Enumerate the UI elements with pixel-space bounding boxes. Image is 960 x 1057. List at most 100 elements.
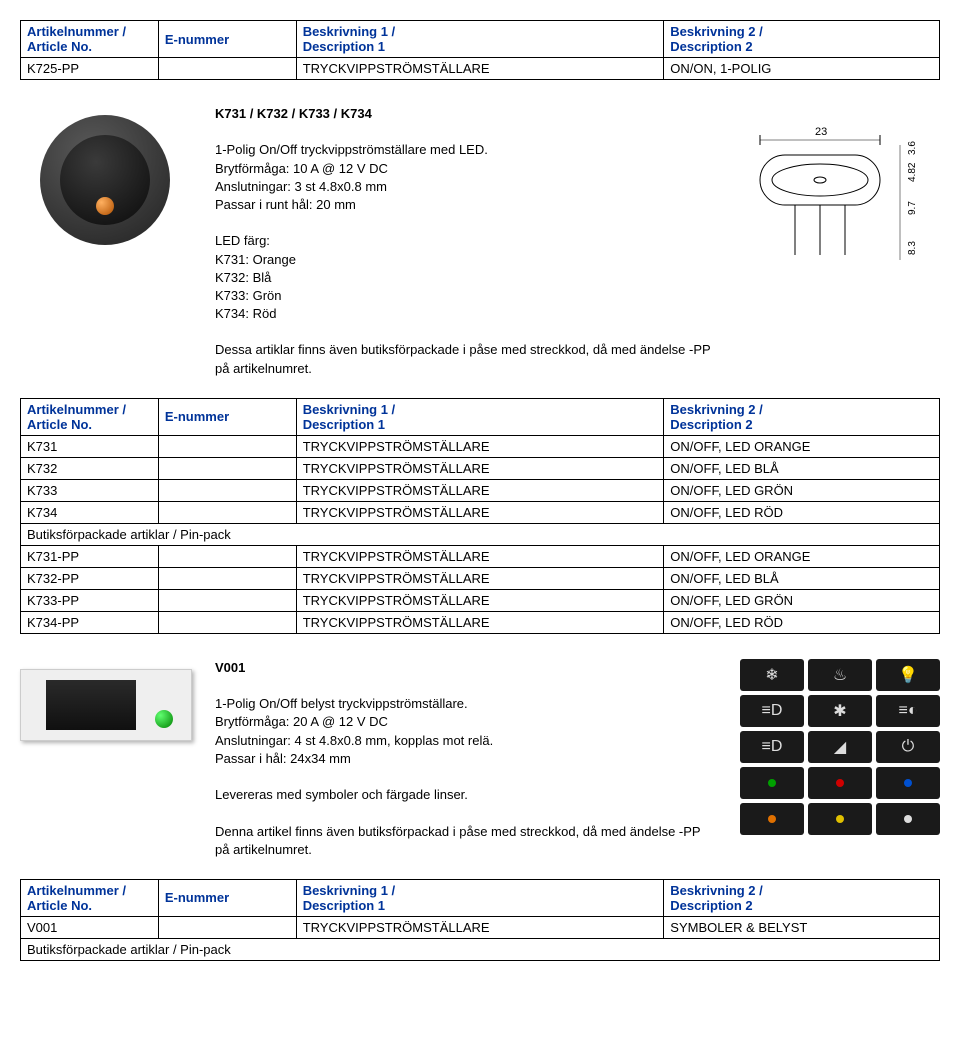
cell-d1: TRYCKVIPPSTRÖMSTÄLLARE: [296, 479, 664, 501]
table-row: K734-PP TRYCKVIPPSTRÖMSTÄLLAREON/OFF, LED…: [21, 611, 940, 633]
p1-l0: 1-Polig On/Off tryckvippströmställare me…: [215, 142, 488, 157]
cell-enr: [158, 501, 296, 523]
cell-art: K734: [21, 501, 159, 523]
symbol-power-icon: ⏻: [876, 731, 940, 763]
p1-led3: K734: Röd: [215, 306, 276, 321]
p1-l2: Anslutningar: 3 st 4.8x0.8 mm: [215, 179, 387, 194]
table-row: K731-PP TRYCKVIPPSTRÖMSTÄLLAREON/OFF, LED…: [21, 545, 940, 567]
th-d1: Beskrivning 1 /Description 1: [296, 879, 664, 916]
table-3-body: V001TRYCKVIPPSTRÖMSTÄLLARESYMBOLER & BEL…: [21, 916, 940, 938]
product-1-text: K731 / K732 / K733 / K734 1-Polig On/Off…: [215, 105, 715, 378]
table-2-body-a: K731TRYCKVIPPSTRÖMSTÄLLAREON/OFF, LED OR…: [21, 435, 940, 523]
cell-d2: SYMBOLER & BELYST: [664, 916, 940, 938]
table-row: K733 TRYCKVIPPSTRÖMSTÄLLAREON/OFF, LED GR…: [21, 479, 940, 501]
cell-d1: TRYCKVIPPSTRÖMSTÄLLARE: [296, 916, 664, 938]
product-1-diagram: 23 3.6 4.82 9.7 8.3: [740, 105, 940, 378]
cell-d2: ON/OFF, LED RÖD: [664, 501, 940, 523]
dim-r1: 4.82: [907, 162, 918, 182]
lens-yellow-icon: [808, 803, 872, 835]
table-row: K731 TRYCKVIPPSTRÖMSTÄLLAREON/OFF, LED OR…: [21, 435, 940, 457]
product-2-symbols: ❄ ♨ 💡 ≡D ✱ ≡◐ ≡D ◢ ⏻: [740, 659, 940, 859]
rect-switch-illustration: [20, 669, 192, 741]
cell-enr: [158, 479, 296, 501]
cell-d1: TRYCKVIPPSTRÖMSTÄLLARE: [296, 58, 664, 80]
cell-art: K733: [21, 479, 159, 501]
cell-art: K725-PP: [21, 58, 159, 80]
cell-d2: ON/OFF, LED BLÅ: [664, 457, 940, 479]
cell-art: K734-PP: [21, 611, 159, 633]
symbol-horn-icon: ◢: [808, 731, 872, 763]
cell-enr: [158, 457, 296, 479]
cell-enr: [158, 545, 296, 567]
p2-l1: Brytförmåga: 20 A @ 12 V DC: [215, 714, 388, 729]
product-block-2: V001 1-Polig On/Off belyst tryckvippströ…: [20, 659, 940, 859]
table-row: V001TRYCKVIPPSTRÖMSTÄLLARESYMBOLER & BEL…: [21, 916, 940, 938]
p1-led0: K731: Orange: [215, 252, 296, 267]
cell-d1: TRYCKVIPPSTRÖMSTÄLLARE: [296, 501, 664, 523]
p1-led2: K733: Grön: [215, 288, 282, 303]
p2-l3: Passar i hål: 24x34 mm: [215, 751, 351, 766]
cell-enr: [158, 58, 296, 80]
cell-d2: ON/OFF, LED BLÅ: [664, 567, 940, 589]
cell-art: K731-PP: [21, 545, 159, 567]
p1-note: Dessa artiklar finns även butiksförpacka…: [215, 342, 710, 375]
product-2-text: V001 1-Polig On/Off belyst tryckvippströ…: [215, 659, 715, 859]
technical-drawing-icon: 23 3.6 4.82 9.7 8.3: [740, 105, 940, 285]
th-d2: Beskrivning 2 /Description 2: [664, 21, 940, 58]
switch-face: [46, 680, 136, 730]
table-1: Artikelnummer /Article No. E-nummer Besk…: [20, 20, 940, 80]
dim-r3: 8.3: [907, 241, 918, 255]
symbol-beam-icon: ≡D: [740, 731, 804, 763]
product-1-title: K731 / K732 / K733 / K734: [215, 106, 372, 121]
symbol-grid: ❄ ♨ 💡 ≡D ✱ ≡◐ ≡D ◢ ⏻: [740, 659, 940, 835]
section-label-2: Butiksförpackade artiklar / Pin-pack: [21, 523, 940, 545]
th-d2: Beskrivning 2 /Description 2: [664, 398, 940, 435]
table-2: Artikelnummer /Article No. E-nummer Besk…: [20, 398, 940, 634]
symbol-headlight-icon: ≡D: [740, 695, 804, 727]
section-label-3: Butiksförpackade artiklar / Pin-pack: [21, 938, 940, 960]
table-row: K732TRYCKVIPPSTRÖMSTÄLLAREON/OFF, LED BL…: [21, 457, 940, 479]
p1-led-label: LED färg:: [215, 233, 270, 248]
cell-enr: [158, 589, 296, 611]
cell-enr: [158, 435, 296, 457]
cell-enr: [158, 567, 296, 589]
cell-d1: TRYCKVIPPSTRÖMSTÄLLARE: [296, 435, 664, 457]
dim-r0: 3.6: [907, 141, 918, 155]
th-enr: E-nummer: [158, 21, 296, 58]
dim-r2: 9.7: [907, 201, 918, 215]
cell-art: K731: [21, 435, 159, 457]
th-d1: Beskrivning 1 /Description 1: [296, 21, 664, 58]
table-2-body-b: K731-PPTRYCKVIPPSTRÖMSTÄLLAREON/OFF, LED…: [21, 545, 940, 633]
table-row: K734 TRYCKVIPPSTRÖMSTÄLLAREON/OFF, LED RÖ…: [21, 501, 940, 523]
cell-d1: TRYCKVIPPSTRÖMSTÄLLARE: [296, 611, 664, 633]
lens-blue-icon: [876, 767, 940, 799]
cell-d2: ON/OFF, LED ORANGE: [664, 435, 940, 457]
p1-l3: Passar i runt hål: 20 mm: [215, 197, 356, 212]
cell-d2: ON/OFF, LED ORANGE: [664, 545, 940, 567]
symbol-defrost-icon: ❄: [740, 659, 804, 691]
round-switch-illustration: [40, 115, 170, 245]
product-1-image: [20, 105, 190, 378]
p1-led1: K732: Blå: [215, 270, 271, 285]
symbol-foglight-icon: ≡◐: [876, 695, 940, 727]
orange-led-icon: [96, 197, 114, 215]
th-enr: E-nummer: [158, 398, 296, 435]
symbol-heater-icon: ♨: [808, 659, 872, 691]
lens-clear-icon: [876, 803, 940, 835]
lens-orange-icon: [740, 803, 804, 835]
cell-art: K733-PP: [21, 589, 159, 611]
product-block-1: K731 / K732 / K733 / K734 1-Polig On/Off…: [20, 105, 940, 378]
cell-d1: TRYCKVIPPSTRÖMSTÄLLARE: [296, 545, 664, 567]
p2-extra1: Levereras med symboler och färgade linse…: [215, 787, 468, 802]
cell-d2: ON/OFF, LED GRÖN: [664, 479, 940, 501]
table-1-body: K725-PPTRYCKVIPPSTRÖMSTÄLLAREON/ON, 1-PO…: [21, 58, 940, 80]
p2-note: Denna artikel finns även butiksförpackad…: [215, 824, 700, 857]
th-d1: Beskrivning 1 /Description 1: [296, 398, 664, 435]
product-2-title: V001: [215, 660, 245, 675]
th-art: Artikelnummer /Article No.: [21, 398, 159, 435]
table-row: K725-PPTRYCKVIPPSTRÖMSTÄLLAREON/ON, 1-PO…: [21, 58, 940, 80]
product-2-image: [20, 659, 190, 859]
cell-d2: ON/OFF, LED RÖD: [664, 611, 940, 633]
lens-red-icon: [808, 767, 872, 799]
table-row: K732-PPTRYCKVIPPSTRÖMSTÄLLAREON/OFF, LED…: [21, 567, 940, 589]
